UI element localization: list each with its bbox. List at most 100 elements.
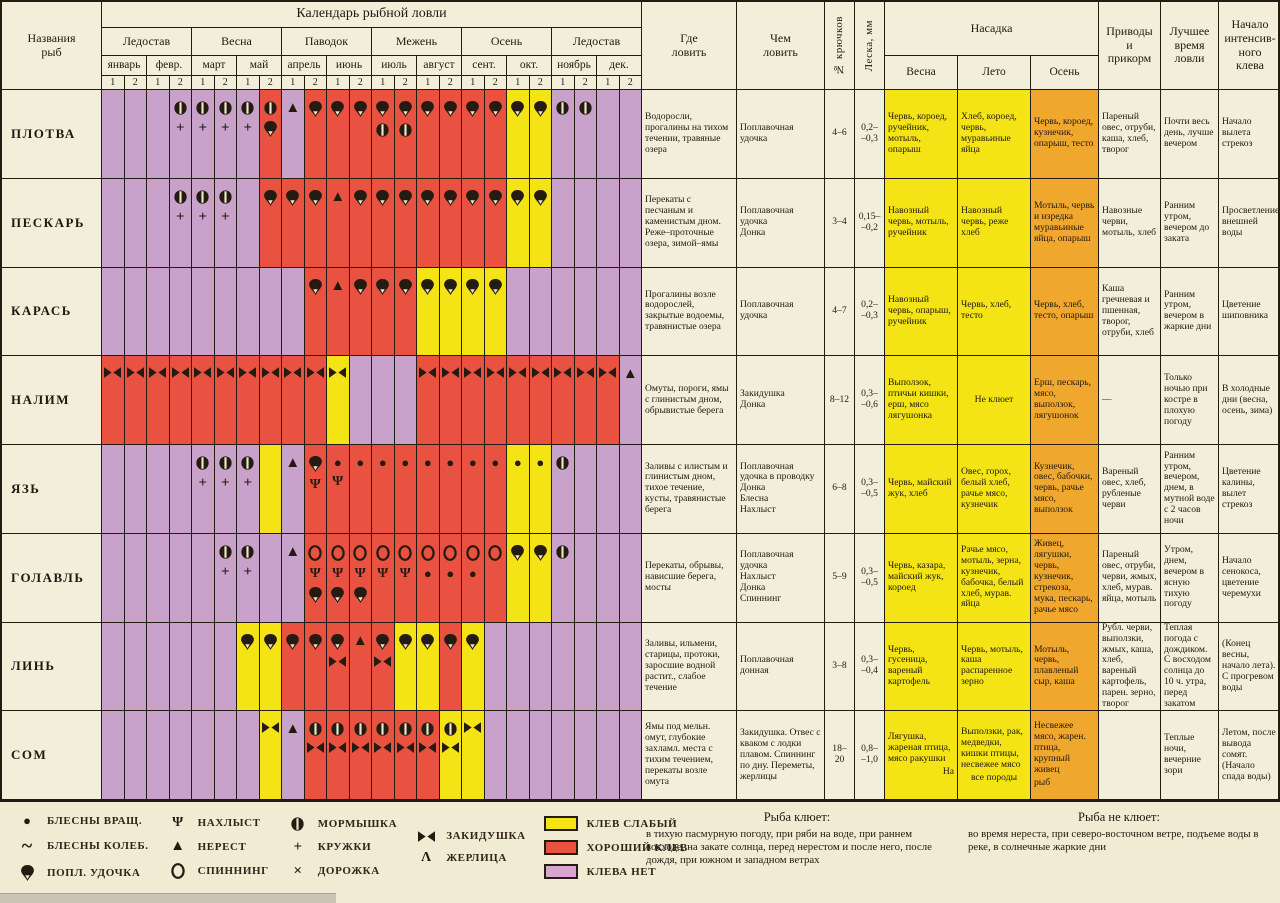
best-time-cell: Ранним утром, вечером, днем, в мутной во… — [1161, 445, 1219, 534]
calendar-cell — [349, 90, 372, 179]
calendar-cell — [439, 178, 462, 268]
best-time-cell: Ранним утром, вечером в жаркие дни — [1161, 267, 1219, 357]
jig-icon — [444, 722, 457, 736]
float-rod-icon — [466, 101, 480, 117]
tackle-cell: Поплавочная удочка — [737, 90, 825, 179]
color-legend-label: КЛЕВ СЛАБЫЙ — [586, 817, 678, 830]
line-header-label: Леска, мм — [863, 19, 876, 72]
jig-icon — [399, 722, 412, 736]
calendar-cell — [394, 622, 417, 712]
color-legend-label: КЛЕВА НЕТ — [586, 865, 657, 878]
calendar-cell — [507, 267, 530, 357]
spinner-lure-icon: ● — [356, 455, 365, 470]
calendar-cell — [349, 178, 372, 268]
jig-icon — [174, 101, 187, 115]
calendar-cell — [552, 178, 575, 268]
hooks-cell: 6–8 — [825, 445, 855, 534]
where-cell: Перекаты с песчаным и каменистым дном. Р… — [642, 178, 737, 268]
float-rod-icon — [443, 278, 457, 295]
ground-rod-icon — [261, 722, 279, 734]
hooks-header: № крючков — [825, 2, 855, 90]
calendar-cell — [529, 178, 552, 268]
float-rod-icon — [421, 101, 435, 117]
calendar-cell — [259, 533, 282, 623]
calendar-cell — [619, 711, 642, 800]
fish-name: ПЛОТВА — [2, 90, 102, 179]
float-rod-icon — [308, 101, 322, 117]
feed-cell: Пареный овес, отруби, черви, жмых, хлеб,… — [1099, 533, 1161, 623]
calendar-cell: + — [214, 445, 237, 534]
calendar-cell — [192, 711, 215, 800]
month-header-7: июль — [372, 56, 417, 76]
calendar-cell — [259, 622, 282, 712]
float-rod-icon — [443, 189, 457, 206]
jig-icon — [376, 722, 389, 736]
calendar-cell: ▲ — [327, 267, 350, 357]
bait-spring-cell: Навозный червь, мотыль, ручейник — [885, 178, 958, 268]
calendar-cell: + — [237, 90, 260, 179]
jig-icon — [219, 101, 232, 115]
float-rod-icon — [511, 189, 525, 206]
float-rod-icon — [398, 101, 412, 117]
legend-symbol: × — [287, 863, 309, 879]
float-rod-icon — [263, 121, 277, 137]
float-rod-icon — [308, 456, 322, 472]
half-month-header: 1 — [417, 76, 440, 90]
half-month-header: 1 — [327, 76, 350, 90]
float-rod-icon — [353, 101, 367, 117]
calendar-cell — [394, 178, 417, 268]
fly-fishing-icon: Ψ — [332, 474, 344, 489]
half-month-header: 2 — [619, 76, 642, 90]
ground-rod-icon — [149, 367, 167, 379]
half-month-header: 1 — [192, 76, 215, 90]
line-header: Леска, мм — [855, 2, 885, 90]
calendar-cell — [619, 445, 642, 534]
spinning-icon — [488, 544, 502, 561]
calendar-cell — [507, 711, 530, 800]
jig-icon — [309, 722, 322, 736]
spinner-lure-icon: ● — [23, 813, 31, 828]
circle-rig-icon: + — [198, 120, 208, 136]
half-month-header: 2 — [529, 76, 552, 90]
fly-fishing-icon: Ψ — [309, 565, 321, 581]
spinner-lure-icon: ● — [401, 455, 410, 470]
calendar-cell — [552, 622, 575, 712]
calendar-cell: ● — [439, 533, 462, 623]
where-cell: Прогалины возле водорослей, закрытые вод… — [642, 267, 737, 357]
legend-label: ЖЕРЛИЦА — [446, 852, 507, 864]
calendar-cell — [417, 622, 440, 712]
season-header-1: Ледостав — [102, 28, 192, 56]
legend-symbol — [415, 830, 437, 842]
color-legend-label: ХОРОШИЙ КЛЕВ — [586, 841, 688, 854]
jig-icon — [579, 101, 592, 115]
legend-label: БЛЕСНЫ КОЛЕБ. — [47, 840, 149, 852]
calendar-cell — [372, 711, 395, 800]
bait-header: Насадка — [885, 2, 1099, 56]
calendar-cell — [574, 178, 597, 268]
calendar-cell — [507, 356, 530, 445]
legend-symbol: Ψ — [167, 816, 189, 830]
calendar-cell: Ψ — [372, 533, 395, 623]
calendar-cell — [147, 178, 170, 268]
season-header-2: Весна — [192, 28, 282, 56]
calendar-cell — [619, 622, 642, 712]
legend-item: × ДОРОЖКА — [287, 863, 397, 879]
feed-cell: Вареный овес, хлеб, рубленые черви — [1099, 445, 1161, 534]
legend-item: ▲ НЕРЕСТ — [167, 839, 269, 854]
hooks-cell: 8–12 — [825, 356, 855, 445]
float-rod-icon — [353, 189, 367, 206]
legend-symbol: + — [287, 839, 309, 855]
legend-symbol: ▲ — [167, 839, 189, 854]
best-time-cell: Почти весь день, лучше вечером — [1161, 90, 1219, 179]
wobbler-lure-icon: ~ — [21, 835, 33, 857]
feed-header: Приводы и прикорм — [1099, 2, 1161, 90]
calendar-cell — [417, 267, 440, 357]
float-rod-icon — [533, 544, 547, 561]
jig-icon — [399, 123, 412, 137]
calendar-cell: + — [192, 178, 215, 268]
bottom-band: ● БЛЕСНЫ ВРАЩ. ~ БЛЕСНЫ КОЛЕБ. ПОПЛ. УДОЧКА Ψ… — [0, 800, 1280, 895]
calendar-cell: ▲ — [619, 356, 642, 445]
calendar-cell — [372, 178, 395, 268]
calendar-cell — [394, 90, 417, 179]
calendar-cell — [214, 267, 237, 357]
